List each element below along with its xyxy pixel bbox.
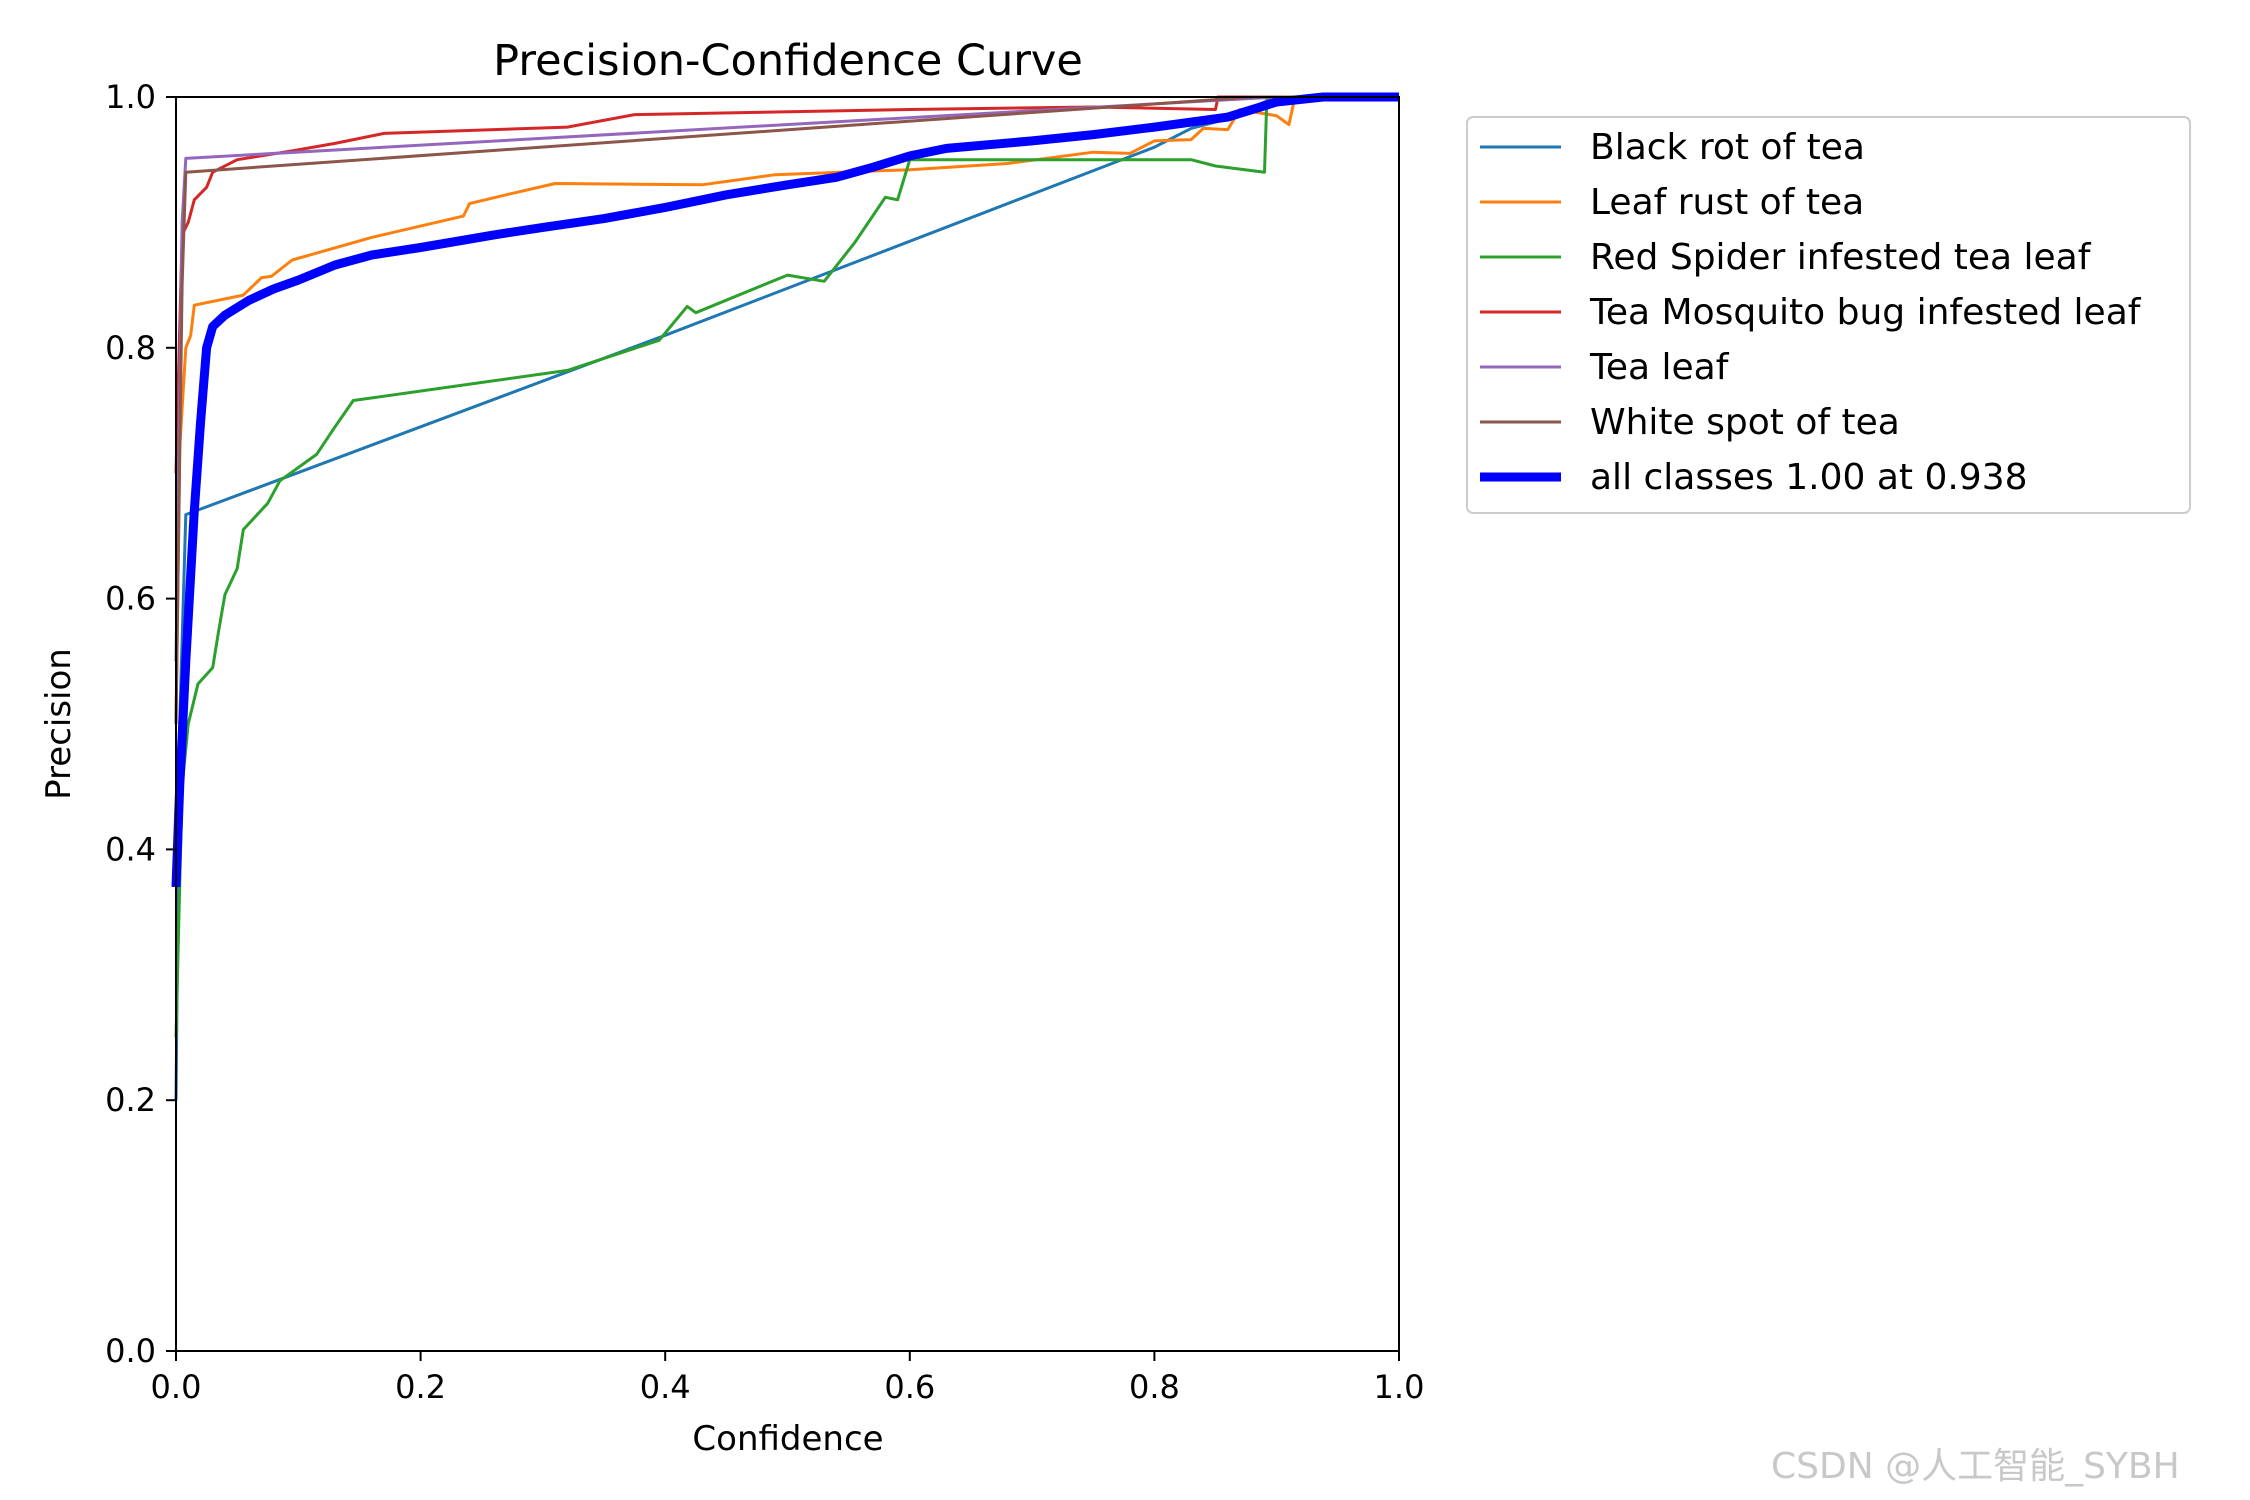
x-tick-label: 0.8: [1129, 1368, 1180, 1406]
y-tick-label: 0.6: [105, 580, 156, 618]
legend-label-4: Tea leaf: [1589, 347, 1730, 388]
y-tick-label: 1.0: [105, 78, 156, 116]
x-tick-label: 0.0: [151, 1368, 202, 1406]
legend-label-5: White spot of tea: [1590, 402, 1900, 443]
legend-label-1: Leaf rust of tea: [1590, 182, 1864, 223]
plot-area: [171, 92, 1399, 1101]
series-line-6: [171, 92, 1399, 888]
legend-label-3: Tea Mosquito bug infested leaf: [1589, 292, 2142, 333]
x-tick-label: 1.0: [1374, 1368, 1425, 1406]
legend-label-6: all classes 1.00 at 0.938: [1590, 457, 2028, 498]
y-tick-label: 0.0: [105, 1332, 156, 1370]
chart-title: Precision-Confidence Curve: [493, 36, 1083, 86]
x-tick-label: 0.6: [884, 1368, 935, 1406]
series-line-1: [174, 95, 1399, 725]
y-tick-label: 0.2: [105, 1081, 156, 1119]
y-tick-label: 0.8: [105, 329, 156, 367]
x-tick-label: 0.4: [640, 1368, 691, 1406]
y-axis-label: Precision: [39, 648, 79, 800]
legend-label-0: Black rot of tea: [1590, 127, 1865, 168]
x-tick-label: 0.2: [395, 1368, 446, 1406]
legend-items: Black rot of tea Leaf rust of tea Red Spid…: [1480, 127, 2142, 498]
plot-frame: [175, 96, 1400, 1352]
legend-box: [1466, 116, 2191, 514]
y-axis-ticks: 0.0 0.2 0.4 0.6 0.8 1.0: [105, 78, 176, 1370]
series-line-3: [174, 95, 1399, 474]
legend: Black rot of tea Leaf rust of tea Red Spid…: [1466, 116, 2191, 514]
x-axis-label: Confidence: [692, 1419, 883, 1459]
y-tick-label: 0.4: [105, 830, 156, 868]
x-axis-ticks: 0.0 0.2 0.4 0.6 0.8 1.0: [151, 1351, 1425, 1406]
watermark: CSDN @人工智能_SYBH: [1771, 1446, 2180, 1487]
series-line-2: [174, 95, 1399, 1038]
legend-label-2: Red Spider infested tea leaf: [1590, 237, 2092, 278]
